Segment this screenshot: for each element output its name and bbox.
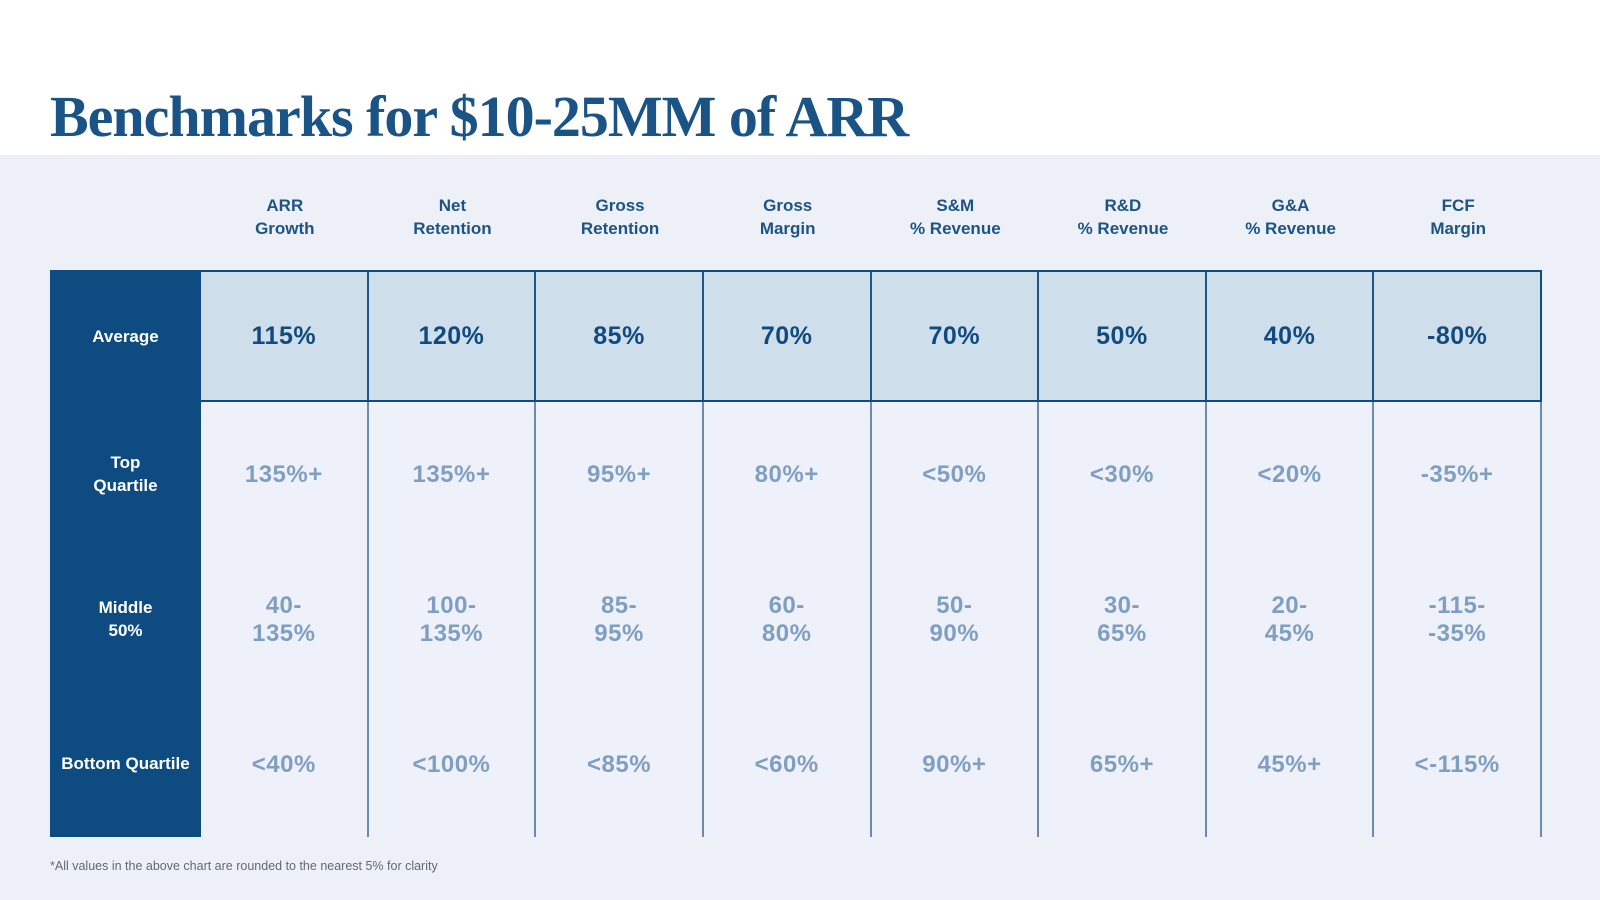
middle-50-gross-margin: 60- 80% — [701, 547, 870, 692]
middle-50-gross-retention: 85- 95% — [534, 547, 702, 692]
row-label-top-quartile: Top Quartile — [93, 452, 158, 495]
middle-50-sm-revenue: 50- 90% — [869, 547, 1038, 692]
middle-50-fcf-margin: -115- -35% — [1372, 547, 1540, 692]
average-fcf-margin: -80% — [1372, 272, 1540, 400]
average-gross-margin: 70% — [701, 272, 870, 400]
column-header-gross-margin: Gross Margin — [759, 196, 816, 238]
column-header-gross-retention: Gross Retention — [580, 196, 660, 238]
column-header-net-retention: Net Retention — [413, 196, 492, 238]
average-net-retention: 120% — [366, 272, 535, 400]
footnote: *All values in the above chart are round… — [50, 859, 438, 873]
middle-50-rd-revenue: 30- 65% — [1037, 547, 1205, 692]
top-quartile-fcf-margin: -35%+ — [1372, 402, 1540, 547]
top-quartile-gross-margin: 80%+ — [701, 402, 870, 547]
column-header-row: ARR Growth Net Retention Gross Retention… — [201, 190, 1542, 246]
average-ga-revenue: 40% — [1204, 272, 1373, 400]
table-top-border — [50, 270, 1542, 272]
column-header-fcf-margin: FCF Margin — [1430, 196, 1487, 238]
bottom-quartile-gross-retention: <85% — [534, 692, 702, 837]
bottom-quartile-ga-revenue: 45%+ — [1204, 692, 1373, 837]
column-header-rd-revenue: R&D % Revenue — [1077, 196, 1169, 238]
row-label-column: Average Top Quartile Middle 50% Bottom Q… — [50, 272, 201, 837]
column-header-ga-revenue: G&A % Revenue — [1245, 196, 1336, 238]
row-label-bottom-quartile: Bottom Quartile — [61, 754, 190, 774]
row-label-middle-50: Middle 50% — [98, 597, 153, 640]
page-title: Benchmarks for $10-25MM of ARR — [50, 83, 909, 149]
bottom-quartile-arr-growth: <40% — [251, 750, 316, 778]
average-rd-revenue: 50% — [1037, 272, 1205, 400]
top-quartile-gross-retention: 95%+ — [534, 402, 702, 547]
bottom-quartile-fcf-margin: <-115% — [1372, 692, 1540, 837]
bottom-quartile-row: <40% <100% <85% <60% 90%+ 65%+ 45%+ <-11… — [201, 692, 1540, 837]
bottom-quartile-rd-revenue: 65%+ — [1037, 692, 1205, 837]
column-header-sm-revenue: S&M % Revenue — [909, 196, 1001, 238]
average-sm-revenue: 70% — [869, 272, 1038, 400]
row-label-average: Average — [92, 326, 159, 346]
quartile-rows: 135%+ 135%+ 95%+ 80%+ <50% <30% <20% -35… — [201, 402, 1542, 837]
top-quartile-sm-revenue: <50% — [869, 402, 1038, 547]
average-gross-retention: 85% — [534, 272, 702, 400]
average-arr-growth: 115% — [251, 321, 317, 350]
top-quartile-arr-growth: 135%+ — [244, 460, 323, 488]
average-row: 115% 120% 85% 70% 70% 50% 40% -80% — [201, 272, 1542, 402]
middle-50-ga-revenue: 20- 45% — [1204, 547, 1373, 692]
bottom-quartile-net-retention: <100% — [366, 692, 535, 837]
title-band — [0, 0, 1600, 155]
top-quartile-ga-revenue: <20% — [1204, 402, 1373, 547]
top-quartile-row: 135%+ 135%+ 95%+ 80%+ <50% <30% <20% -35… — [201, 402, 1540, 547]
top-quartile-net-retention: 135%+ — [366, 402, 535, 547]
bottom-quartile-sm-revenue: 90%+ — [869, 692, 1038, 837]
middle-50-row: 40- 135% 100- 135% 85- 95% 60- 80% 50- 9… — [201, 547, 1540, 692]
bottom-quartile-gross-margin: <60% — [701, 692, 870, 837]
middle-50-arr-growth: 40- 135% — [252, 591, 316, 647]
column-header-arr-growth: ARR Growth — [255, 196, 315, 238]
middle-50-net-retention: 100- 135% — [366, 547, 535, 692]
top-quartile-rd-revenue: <30% — [1037, 402, 1205, 547]
